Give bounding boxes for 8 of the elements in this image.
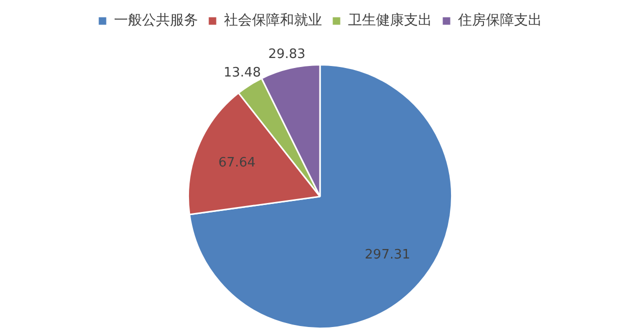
legend-label: 社会保障和就业: [224, 12, 322, 29]
data-label: 297.31: [364, 248, 410, 263]
legend-label: 住房保障支出: [457, 12, 542, 29]
legend-label: 卫生健康支出: [348, 12, 432, 29]
data-label: 13.48: [224, 66, 261, 81]
data-label: 67.64: [218, 155, 256, 170]
legend-label: 一般公共服务: [114, 12, 198, 29]
data-label: 29.83: [268, 46, 306, 62]
